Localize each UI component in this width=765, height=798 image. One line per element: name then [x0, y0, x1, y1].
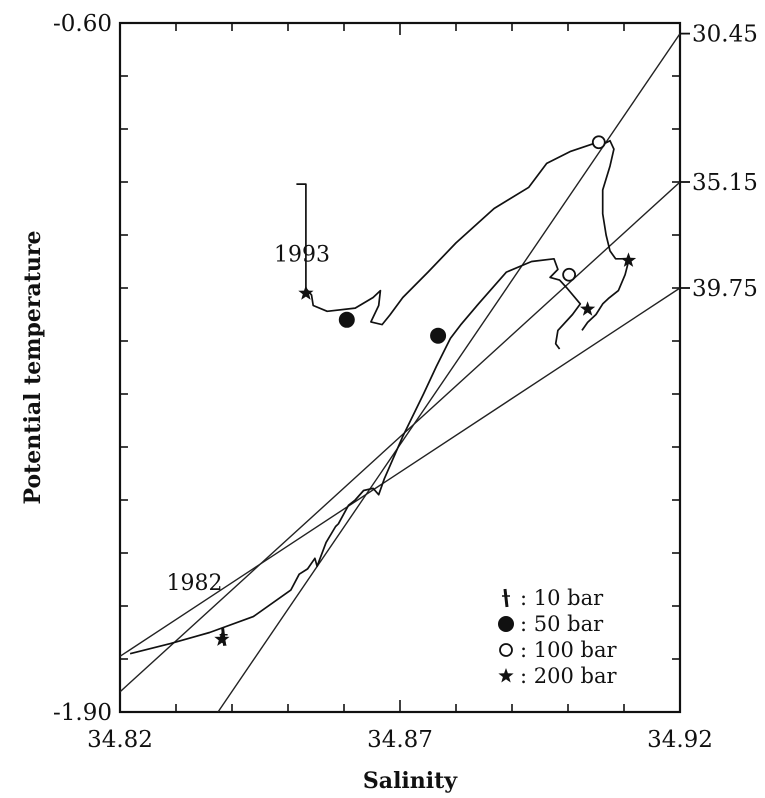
right-axis-label: 30.45: [692, 22, 758, 48]
legend-symbol-star: [498, 668, 514, 683]
legend-label: : 10 bar: [520, 586, 604, 610]
legend-symbol-open-circle: [499, 643, 513, 657]
y-axis-title: Potential temperature: [20, 231, 46, 505]
marker-50-bar: [430, 327, 447, 344]
x-tick-label: 34.82: [87, 727, 153, 753]
series-line-1993: [296, 139, 630, 331]
marker-100-bar: [562, 267, 577, 282]
right-axis-label: 39.75: [692, 276, 758, 302]
right-axis-label: 35.15: [692, 170, 758, 196]
marker-200-bar: [580, 301, 596, 316]
legend-label: : 200 bar: [520, 664, 617, 688]
marker-200-bar: [298, 285, 314, 300]
y-tick-label: -1.90: [53, 700, 112, 726]
legend-label: : 100 bar: [520, 638, 617, 662]
reference-line-2: [120, 181, 680, 693]
marker-200-bar: [214, 631, 230, 646]
marker-100-bar: [591, 135, 606, 150]
x-tick-label: 34.87: [367, 727, 433, 753]
reference-line-3: [120, 287, 680, 657]
series-label-1982: 1982: [166, 571, 222, 596]
y-tick-label: -0.60: [53, 11, 112, 37]
legend-label: : 50 bar: [520, 612, 604, 636]
legend-symbol-tick: [502, 588, 510, 608]
marker-50-bar: [338, 311, 355, 328]
x-tick-label: 34.92: [647, 727, 713, 753]
legend-symbol-filled-circle: [498, 616, 514, 632]
series-line-1982: [129, 257, 582, 655]
reference-line-1: [217, 33, 680, 712]
x-axis-title: Salinity: [363, 768, 458, 794]
marker-200-bar: [620, 252, 637, 267]
series-label-1993: 1993: [274, 243, 330, 268]
